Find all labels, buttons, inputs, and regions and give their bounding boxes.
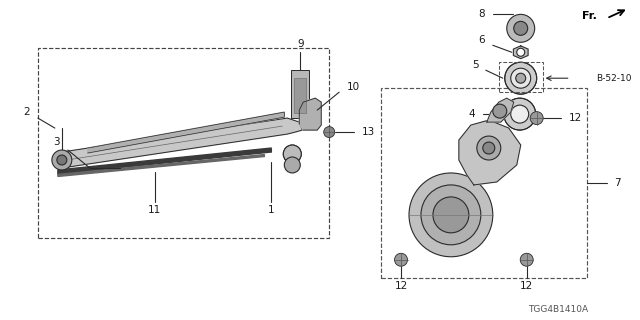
Bar xyxy=(381,88,587,278)
Circle shape xyxy=(511,105,529,123)
Circle shape xyxy=(284,157,300,173)
Text: 5: 5 xyxy=(472,60,479,70)
Circle shape xyxy=(520,253,533,266)
Text: 2: 2 xyxy=(23,107,30,117)
Polygon shape xyxy=(88,112,284,153)
Circle shape xyxy=(324,127,335,138)
Text: 9: 9 xyxy=(297,39,303,49)
Circle shape xyxy=(507,14,534,42)
Circle shape xyxy=(284,145,301,163)
Bar xyxy=(291,70,309,118)
Polygon shape xyxy=(58,148,271,174)
Circle shape xyxy=(516,48,525,56)
Circle shape xyxy=(284,145,301,163)
Circle shape xyxy=(511,68,531,88)
Text: 12: 12 xyxy=(568,113,582,123)
Circle shape xyxy=(530,112,543,124)
Text: Fr.: Fr. xyxy=(582,11,596,21)
Circle shape xyxy=(516,73,525,83)
Text: 10: 10 xyxy=(347,82,360,92)
Circle shape xyxy=(514,21,528,35)
Bar xyxy=(499,62,543,92)
Polygon shape xyxy=(62,118,302,168)
Circle shape xyxy=(52,150,72,170)
Circle shape xyxy=(483,142,495,154)
Text: 6: 6 xyxy=(478,35,485,45)
Polygon shape xyxy=(487,98,514,122)
Text: 3: 3 xyxy=(53,137,60,147)
Polygon shape xyxy=(513,46,528,59)
Text: 1: 1 xyxy=(268,205,275,215)
Circle shape xyxy=(504,98,536,130)
Text: 4: 4 xyxy=(468,109,475,119)
Circle shape xyxy=(409,173,493,257)
Text: 12: 12 xyxy=(394,281,408,291)
Circle shape xyxy=(433,197,469,233)
Text: TGG4B1410A: TGG4B1410A xyxy=(529,305,589,314)
Circle shape xyxy=(421,185,481,245)
Bar xyxy=(294,78,307,113)
Text: 7: 7 xyxy=(614,178,621,188)
Circle shape xyxy=(505,62,537,94)
Text: 8: 8 xyxy=(478,9,485,19)
Circle shape xyxy=(57,155,67,165)
Text: 13: 13 xyxy=(362,127,376,137)
Text: B-52-10: B-52-10 xyxy=(596,74,632,83)
Polygon shape xyxy=(300,98,321,130)
Circle shape xyxy=(493,104,507,118)
Text: 11: 11 xyxy=(148,205,161,215)
Circle shape xyxy=(477,136,500,160)
Polygon shape xyxy=(459,120,521,185)
Text: 12: 12 xyxy=(520,281,533,291)
Circle shape xyxy=(394,253,408,266)
Bar xyxy=(38,48,329,238)
Polygon shape xyxy=(58,155,264,176)
